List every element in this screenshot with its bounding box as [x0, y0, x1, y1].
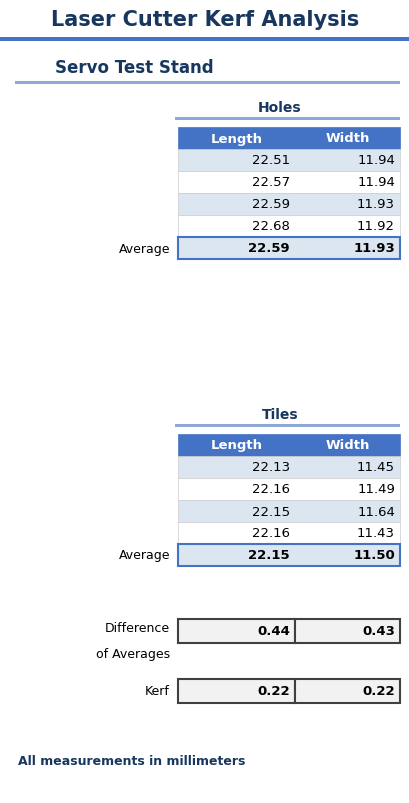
Text: 11.45: 11.45	[356, 461, 394, 474]
Bar	[294, 679, 399, 703]
Text: Laser Cutter Kerf Analysis: Laser Cutter Kerf Analysis	[51, 10, 358, 30]
Text: 11.93: 11.93	[356, 198, 394, 211]
Bar	[178, 128, 399, 150]
Text: Length: Length	[210, 132, 262, 145]
Text: 11.93: 11.93	[353, 243, 394, 255]
Text: 11.64: 11.64	[356, 505, 394, 518]
Bar	[178, 619, 294, 643]
Bar	[178, 479, 399, 500]
Text: 11.94: 11.94	[356, 154, 394, 167]
Text: Difference: Difference	[105, 622, 170, 634]
Text: All measurements in millimeters: All measurements in millimeters	[18, 754, 245, 767]
Text: 11.92: 11.92	[356, 220, 394, 233]
Bar	[178, 194, 399, 216]
Bar	[178, 434, 399, 456]
Bar	[178, 456, 399, 479]
Bar	[294, 194, 295, 216]
Bar	[294, 216, 295, 238]
Text: 22.15: 22.15	[251, 505, 289, 518]
Bar	[294, 619, 399, 643]
Text: Servo Test Stand: Servo Test Stand	[55, 59, 213, 77]
Text: 11.50: 11.50	[353, 548, 394, 562]
Text: 0.22: 0.22	[257, 685, 289, 698]
Bar	[294, 500, 295, 522]
Bar	[294, 544, 295, 566]
Bar	[178, 544, 399, 566]
Text: Average: Average	[118, 243, 170, 255]
Text: Length: Length	[210, 439, 262, 452]
Text: 22.16: 22.16	[252, 483, 289, 496]
Text: 0.44: 0.44	[256, 625, 289, 638]
Text: Holes: Holes	[258, 101, 301, 115]
Bar	[175, 118, 399, 120]
Bar	[294, 172, 295, 194]
Bar	[178, 172, 399, 194]
Text: 22.51: 22.51	[251, 154, 289, 167]
Text: 11.43: 11.43	[356, 527, 394, 540]
Text: 22.59: 22.59	[252, 198, 289, 211]
Text: 0.43: 0.43	[361, 625, 394, 638]
Text: 22.15: 22.15	[248, 548, 289, 562]
Text: Width: Width	[324, 439, 369, 452]
Text: Width: Width	[324, 132, 369, 145]
Text: Kerf: Kerf	[145, 685, 170, 698]
Bar	[178, 216, 399, 238]
Bar	[178, 238, 399, 259]
Text: 11.94: 11.94	[356, 177, 394, 190]
Bar	[178, 679, 294, 703]
Bar	[15, 82, 399, 85]
Text: 11.49: 11.49	[356, 483, 394, 496]
Bar	[294, 150, 295, 172]
Bar	[175, 425, 399, 427]
Bar	[294, 238, 295, 259]
Text: Tiles: Tiles	[261, 407, 298, 422]
Text: of Averages: of Averages	[96, 647, 170, 660]
Text: 22.59: 22.59	[248, 243, 289, 255]
Bar	[294, 456, 295, 479]
Bar	[294, 479, 295, 500]
Text: 22.16: 22.16	[252, 527, 289, 540]
Text: 22.68: 22.68	[252, 220, 289, 233]
Text: 22.13: 22.13	[251, 461, 289, 474]
Bar	[178, 150, 399, 172]
Bar	[294, 522, 295, 544]
Text: 0.22: 0.22	[362, 685, 394, 698]
Bar	[178, 500, 399, 522]
Bar	[0, 38, 409, 42]
Text: 22.57: 22.57	[251, 177, 289, 190]
Bar	[178, 522, 399, 544]
Text: Average: Average	[118, 548, 170, 562]
